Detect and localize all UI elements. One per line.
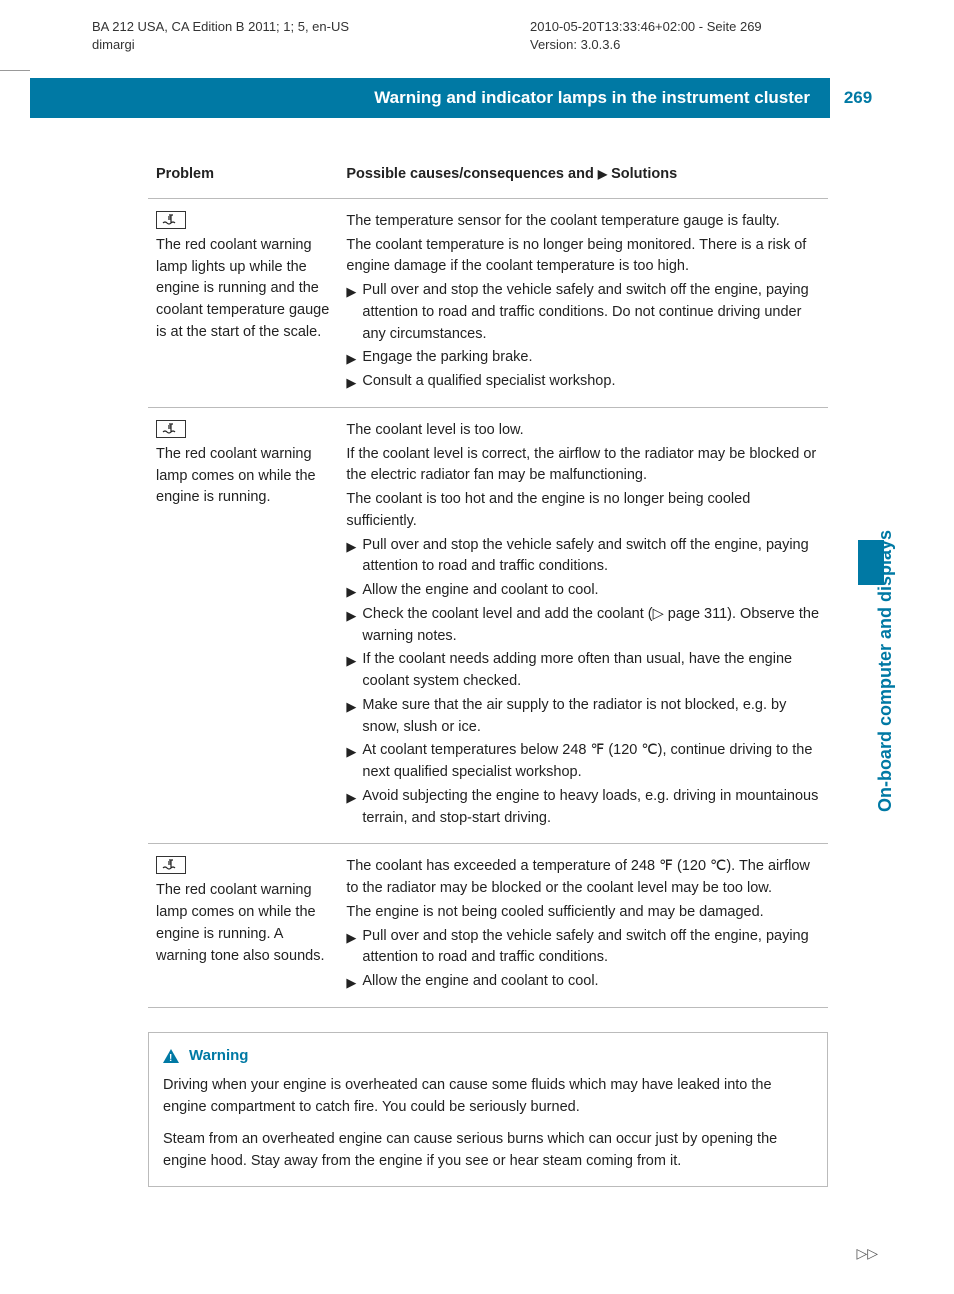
solution-text: Consult a qualified specialist workshop. <box>362 371 820 393</box>
bullet-arrow-icon: ▶ <box>346 280 356 345</box>
bullet-arrow-icon: ▶ <box>346 695 356 739</box>
bullet-arrow-icon: ▶ <box>346 649 356 693</box>
bullet-arrow-icon: ▶ <box>346 926 356 970</box>
solution-cell: The coolant level is too low.If the cool… <box>338 407 828 844</box>
solution-item: ▶Pull over and stop the vehicle safely a… <box>346 926 820 970</box>
warning-box: Warning Driving when your engine is over… <box>148 1032 828 1188</box>
solutions-arrow-icon: ▶ <box>598 167 607 181</box>
solution-text: If the coolant needs adding more often t… <box>362 649 820 693</box>
warning-table: Problem Possible causes/consequences and… <box>148 150 828 1008</box>
solution-item: ▶ Allow the engine and coolant to cool. <box>346 580 820 602</box>
cause-text: The coolant temperature is no longer bei… <box>346 235 820 279</box>
cause-text: The coolant has exceeded a temperature o… <box>346 856 820 900</box>
solution-text: Pull over and stop the vehicle safely an… <box>362 926 820 970</box>
col-header-problem: Problem <box>148 150 338 198</box>
solution-item: ▶Make sure that the air supply to the ra… <box>346 695 820 739</box>
solution-item: ▶Avoid subjecting the engine to heavy lo… <box>346 786 820 830</box>
solution-item: ▶ Allow the engine and coolant to cool. <box>346 971 820 993</box>
crop-mark <box>0 70 30 71</box>
cause-text: The temperature sensor for the coolant t… <box>346 211 820 233</box>
solution-item: ▶Pull over and stop the vehicle safely a… <box>346 280 820 345</box>
continue-icon: ▷▷ <box>856 1243 878 1264</box>
warning-title: Warning <box>189 1047 248 1064</box>
solution-text: Pull over and stop the vehicle safely an… <box>362 535 820 579</box>
solution-item: ▶ Consult a qualified specialist workshop… <box>346 371 820 393</box>
solution-text: Allow the engine and coolant to cool. <box>362 971 820 993</box>
bullet-arrow-icon: ▶ <box>346 347 356 369</box>
solution-item: ▶Pull over and stop the vehicle safely a… <box>346 535 820 579</box>
coolant-icon <box>156 211 186 229</box>
bullet-arrow-icon: ▶ <box>346 786 356 830</box>
header-bar: Warning and indicator lamps in the instr… <box>30 78 830 118</box>
meta-right-line2: Version: 3.0.3.6 <box>530 36 762 54</box>
problem-cell: The red coolant warning lamp comes on wh… <box>148 844 338 1008</box>
solution-text: Engage the parking brake. <box>362 347 820 369</box>
solution-item: ▶If the coolant needs adding more often … <box>346 649 820 693</box>
problem-text: The red coolant warning lamp comes on wh… <box>156 880 330 967</box>
cause-text: The coolant level is too low. <box>346 420 820 442</box>
solution-text: Allow the engine and coolant to cool. <box>362 580 820 602</box>
bullet-arrow-icon: ▶ <box>346 535 356 579</box>
bullet-arrow-icon: ▶ <box>346 580 356 602</box>
solution-cell: The temperature sensor for the coolant t… <box>338 198 828 407</box>
bullet-arrow-icon: ▶ <box>346 740 356 784</box>
bullet-arrow-icon: ▶ <box>346 971 356 993</box>
side-accent <box>858 540 884 585</box>
table-row: The red coolant warning lamp comes on wh… <box>148 407 828 844</box>
solution-cell: The coolant has exceeded a temperature o… <box>338 844 828 1008</box>
problem-cell: The red coolant warning lamp lights up w… <box>148 198 338 407</box>
coolant-icon <box>156 856 186 874</box>
warning-paragraph-1: Driving when your engine is overheated c… <box>163 1075 813 1119</box>
problem-text: The red coolant warning lamp comes on wh… <box>156 444 330 509</box>
cause-text: The engine is not being cooled sufficien… <box>346 902 820 924</box>
solution-item: ▶ Engage the parking brake. <box>346 347 820 369</box>
content-area: Problem Possible causes/consequences and… <box>148 150 828 1187</box>
meta-left-line2: dimargi <box>92 36 349 54</box>
table-row: The red coolant warning lamp comes on wh… <box>148 844 828 1008</box>
warning-heading: Warning <box>163 1045 813 1068</box>
solution-text: Make sure that the air supply to the rad… <box>362 695 820 739</box>
table-row: The red coolant warning lamp lights up w… <box>148 198 828 407</box>
solution-item: ▶At coolant temperatures below 248 ℉ (12… <box>346 740 820 784</box>
cause-text: If the coolant level is correct, the air… <box>346 444 820 488</box>
warning-paragraph-2: Steam from an overheated engine can caus… <box>163 1129 813 1173</box>
side-tab: On-board computer and displays <box>844 170 884 570</box>
solution-item: ▶Check the coolant level and add the coo… <box>346 604 820 648</box>
warning-triangle-icon <box>163 1049 179 1063</box>
solution-text: At coolant temperatures below 248 ℉ (120… <box>362 740 820 784</box>
cause-text: The coolant is too hot and the engine is… <box>346 489 820 533</box>
coolant-icon <box>156 420 186 438</box>
problem-text: The red coolant warning lamp lights up w… <box>156 235 330 344</box>
solution-text: Avoid subjecting the engine to heavy loa… <box>362 786 820 830</box>
meta-right: 2010-05-20T13:33:46+02:00 - Seite 269 Ve… <box>530 18 762 54</box>
bullet-arrow-icon: ▶ <box>346 604 356 648</box>
meta-left-line1: BA 212 USA, CA Edition B 2011; 1; 5, en-… <box>92 18 349 36</box>
solution-text: Pull over and stop the vehicle safely an… <box>362 280 820 345</box>
meta-right-line1: 2010-05-20T13:33:46+02:00 - Seite 269 <box>530 18 762 36</box>
meta-left: BA 212 USA, CA Edition B 2011; 1; 5, en-… <box>92 18 349 54</box>
page-title: Warning and indicator lamps in the instr… <box>374 85 810 111</box>
col-header-solutions: Possible causes/consequences and ▶ Solut… <box>338 150 828 198</box>
solution-text: Check the coolant level and add the cool… <box>362 604 820 648</box>
page-number: 269 <box>834 78 882 118</box>
bullet-arrow-icon: ▶ <box>346 371 356 393</box>
problem-cell: The red coolant warning lamp comes on wh… <box>148 407 338 844</box>
